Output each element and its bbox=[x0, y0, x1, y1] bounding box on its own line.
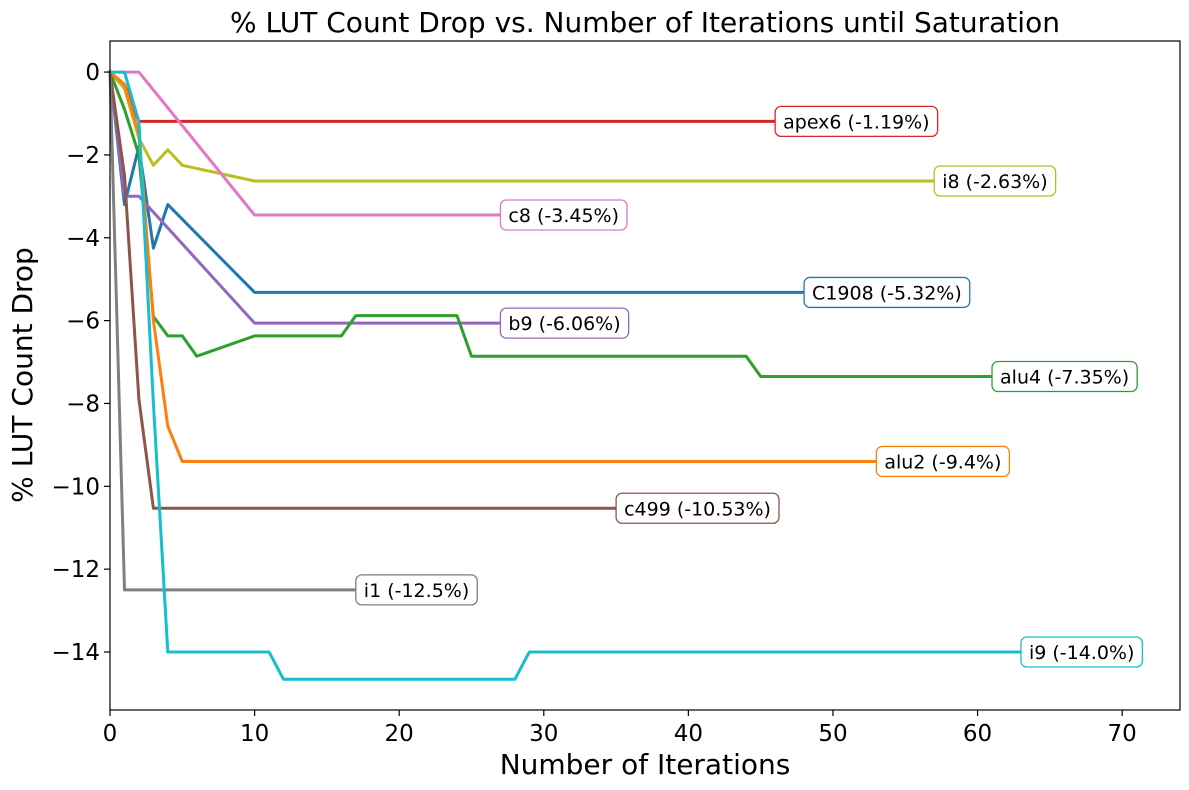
x-tick-label: 70 bbox=[1108, 721, 1137, 747]
series-line-C1908 bbox=[108, 70, 806, 294]
annotation-box bbox=[774, 105, 939, 138]
annotation-b9: b9 (-6.06%) bbox=[499, 307, 630, 339]
x-axis-title: Number of Iterations bbox=[500, 748, 791, 781]
annotation-label: b9 (-6.06%) bbox=[508, 313, 620, 335]
y-tick-label: −8 bbox=[66, 391, 100, 417]
annotation-box bbox=[933, 165, 1057, 197]
annotation-alu4: alu4 (-7.35%) bbox=[991, 360, 1138, 393]
y-tick-label: −4 bbox=[66, 226, 100, 252]
series-line-i1 bbox=[108, 70, 358, 592]
plot-frame bbox=[109, 40, 1181, 711]
series-line-alu2 bbox=[107, 69, 878, 463]
annotation-box bbox=[499, 307, 630, 339]
annotation-box bbox=[355, 574, 478, 606]
annotation-i9: i9 (-14.0%) bbox=[1020, 636, 1144, 668]
series-layer bbox=[107, 69, 1023, 681]
x-tick-label: 40 bbox=[674, 721, 703, 747]
annotation-label: i1 (-12.5%) bbox=[364, 580, 469, 602]
annotation-box bbox=[499, 199, 628, 231]
annotation-box bbox=[803, 276, 971, 309]
annotation-box bbox=[875, 445, 1011, 478]
annotation-label: c8 (-3.45%) bbox=[508, 205, 619, 227]
chart-title: % LUT Count Drop vs. Number of Iteration… bbox=[230, 6, 1060, 39]
series-line-i9 bbox=[108, 70, 1023, 681]
x-tick-label: 10 bbox=[240, 721, 269, 747]
annotation-layer: apex6 (-1.19%) i8 (-2.63%) c8 (-3.45%) C190… bbox=[355, 105, 1144, 668]
annotation-c8: c8 (-3.45%) bbox=[499, 199, 628, 231]
annotation-i1: i1 (-12.5%) bbox=[355, 574, 478, 606]
y-tick-label: 0 bbox=[85, 60, 100, 86]
y-tick-label: −6 bbox=[66, 309, 100, 335]
series-line-c499 bbox=[108, 70, 618, 510]
y-tick-label: −14 bbox=[51, 640, 100, 666]
annotation-label: alu2 (-9.4%) bbox=[884, 451, 1001, 473]
annotation-box bbox=[1020, 636, 1144, 668]
x-tick-label: 50 bbox=[818, 721, 847, 747]
y-tick-label: −2 bbox=[66, 143, 100, 169]
annotation-i8: i8 (-2.63%) bbox=[933, 165, 1057, 197]
annotation-label: i9 (-14.0%) bbox=[1029, 642, 1134, 664]
y-tick-label: −12 bbox=[51, 557, 100, 583]
tick-layer: 0 10 20 30 40 50 60 70 0 −2 −4 −6 −8 −10 −12 −14 bbox=[51, 60, 1136, 747]
annotation-label: c499 (-10.53%) bbox=[624, 498, 771, 520]
y-axis-title: % LUT Count Drop bbox=[6, 247, 39, 503]
annotation-alu2: alu2 (-9.4%) bbox=[875, 445, 1011, 478]
annotation-box bbox=[991, 360, 1138, 393]
annotation-label: apex6 (-1.19%) bbox=[783, 111, 929, 133]
series-line-b9 bbox=[108, 70, 502, 325]
x-tick-label: 30 bbox=[529, 721, 558, 747]
x-tick-label: 20 bbox=[385, 721, 414, 747]
annotation-c499: c499 (-10.53%) bbox=[615, 492, 780, 524]
annotation-C1908: C1908 (-5.32%) bbox=[803, 276, 971, 309]
y-tick-label: −10 bbox=[51, 474, 100, 500]
annotation-box bbox=[615, 492, 780, 524]
annotation-label: C1908 (-5.32%) bbox=[812, 282, 962, 304]
annotation-label: i8 (-2.63%) bbox=[942, 171, 1047, 193]
x-tick-label: 0 bbox=[103, 721, 118, 747]
annotation-label: alu4 (-7.35%) bbox=[1000, 367, 1129, 389]
x-tick-label: 60 bbox=[963, 721, 992, 747]
annotation-apex6: apex6 (-1.19%) bbox=[774, 105, 939, 138]
